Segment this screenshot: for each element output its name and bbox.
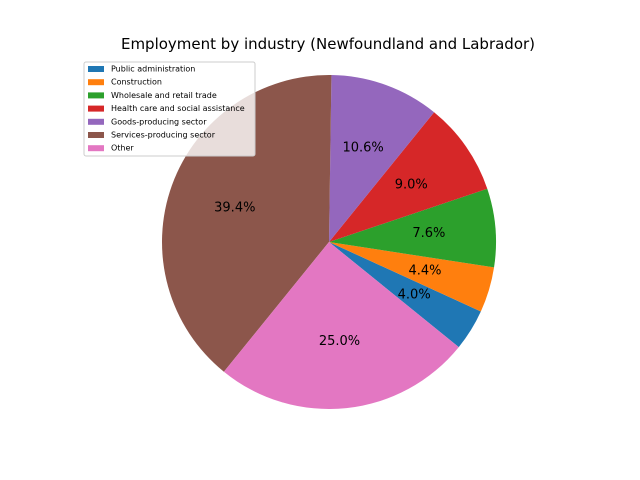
pie-slice-public-administration — [329, 242, 481, 348]
pie-slice-construction — [329, 242, 495, 312]
pie-slice-goods-producing-sector — [329, 75, 435, 243]
slice-percent-label: 4.0% — [398, 287, 431, 302]
legend-frame — [83, 61, 256, 157]
slice-percent-labels: 4.0% 4.4% 7.6% 9.0% 10.6% 39.4% 25.0% — [214, 140, 445, 349]
legend-label: Services-producing sector — [111, 131, 216, 140]
legend-swatch — [88, 79, 104, 86]
slice-percent-label: 4.4% — [408, 263, 441, 278]
slice-percent-label: 10.6% — [342, 140, 383, 155]
slice-percent-label: 9.0% — [395, 177, 428, 192]
pie-slice-wholesale-and-retail-trade — [329, 188, 496, 268]
pie-slice-other — [223, 242, 459, 409]
legend-swatch — [88, 132, 104, 138]
legend-swatch — [88, 66, 104, 72]
slice-percent-label: 25.0% — [319, 334, 360, 349]
chart-title: Employment by industry (Newfoundland and… — [121, 35, 535, 53]
pie-slice-health-care-and-social-assistance — [329, 112, 488, 242]
legend-swatch — [88, 105, 104, 112]
legend: Public administration Construction Wholesa… — [83, 61, 256, 157]
legend-swatch — [88, 118, 104, 125]
slice-percent-label: 39.4% — [214, 200, 255, 215]
legend-swatch — [88, 145, 104, 152]
legend-label: Wholesale and retail trade — [111, 91, 217, 100]
legend-label: Goods-producing sector — [111, 117, 207, 126]
legend-label: Construction — [111, 78, 162, 87]
legend-swatch — [88, 92, 104, 99]
legend-label: Other — [111, 144, 134, 153]
legend-label: Public administration — [111, 65, 195, 74]
slice-percent-label: 7.6% — [412, 226, 445, 241]
legend-items: Public administration Construction Wholesa… — [88, 65, 245, 153]
legend-label: Health care and social assistance — [111, 104, 245, 113]
